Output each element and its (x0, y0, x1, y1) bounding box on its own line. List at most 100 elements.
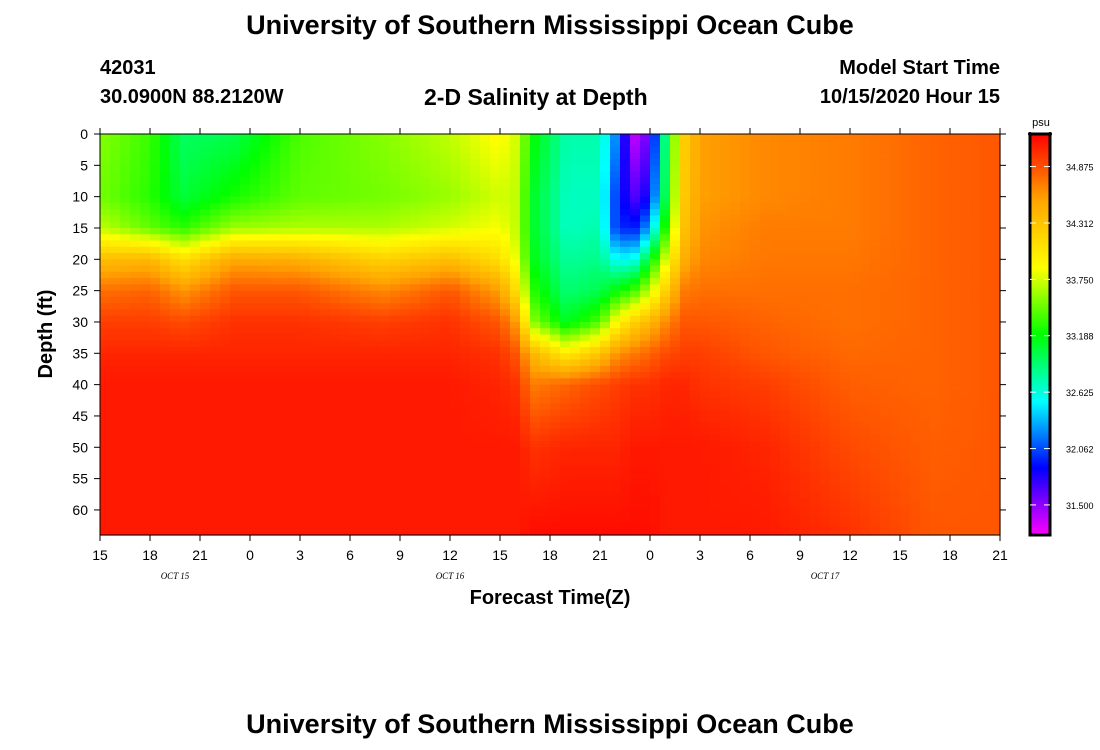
heatmap-cell (490, 290, 501, 298)
heatmap-cell (510, 422, 521, 430)
heatmap-cell (370, 484, 381, 492)
heatmap-cell (310, 365, 321, 373)
heatmap-cell (860, 528, 871, 536)
heatmap-cell (320, 372, 331, 379)
heatmap-cell (430, 384, 441, 392)
heatmap-cell (640, 503, 651, 511)
heatmap-cell (300, 384, 311, 392)
heatmap-cell (180, 278, 191, 285)
heatmap-cell (840, 215, 851, 223)
heatmap-cell (460, 516, 471, 524)
heatmap-cell (620, 177, 631, 185)
heatmap-cell (410, 372, 421, 379)
heatmap-cell (430, 340, 441, 348)
heatmap-cell (690, 347, 701, 354)
heatmap-cell (810, 491, 821, 499)
heatmap-cell (660, 196, 671, 204)
heatmap-cell (770, 296, 781, 304)
heatmap-cell (620, 259, 631, 267)
heatmap-cell (470, 171, 481, 179)
heatmap-cell (130, 390, 141, 398)
heatmap-cell (820, 290, 831, 298)
heatmap-cell (150, 177, 161, 185)
heatmap-cell (470, 472, 481, 480)
heatmap-cell (280, 190, 291, 198)
heatmap-cell (800, 466, 811, 473)
heatmap-cell (110, 171, 121, 179)
heatmap-cell (840, 227, 851, 235)
heatmap-cell (690, 253, 701, 260)
heatmap-cell (670, 491, 681, 499)
heatmap-cell (790, 215, 801, 223)
heatmap-cell (420, 253, 431, 260)
heatmap-cell (130, 353, 141, 361)
heatmap-cell (300, 453, 311, 461)
heatmap-cell (730, 171, 741, 179)
heatmap-cell (550, 171, 561, 179)
heatmap-cell (220, 246, 231, 254)
heatmap-cell (270, 190, 281, 198)
heatmap-cell (680, 340, 691, 348)
heatmap-cell (120, 365, 131, 373)
heatmap-cell (180, 497, 191, 505)
heatmap-cell (210, 359, 221, 367)
heatmap-cell (650, 253, 661, 260)
heatmap-cell (870, 497, 881, 505)
heatmap-cell (190, 422, 201, 430)
heatmap-cell (330, 184, 341, 191)
heatmap-cell (110, 390, 121, 398)
heatmap-cell (280, 159, 291, 166)
heatmap-cell (590, 315, 601, 323)
heatmap-cell (740, 478, 751, 486)
heatmap-cell (650, 259, 661, 267)
heatmap-cell (620, 221, 631, 229)
heatmap-cell (340, 347, 351, 354)
heatmap-cell (420, 215, 431, 223)
heatmap-cell (150, 365, 161, 373)
heatmap-cell (580, 484, 591, 492)
heatmap-cell (160, 202, 171, 210)
heatmap-cell (650, 146, 661, 154)
heatmap-cell (360, 528, 371, 536)
heatmap-cell (450, 246, 461, 254)
heatmap-cell (520, 516, 531, 524)
heatmap-cell (870, 202, 881, 210)
heatmap-cell (700, 466, 711, 473)
heatmap-cell (320, 259, 331, 267)
heatmap-cell (350, 453, 361, 461)
heatmap-cell (700, 503, 711, 511)
heatmap-cell (480, 146, 491, 154)
heatmap-cell (480, 403, 491, 411)
heatmap-cell (470, 453, 481, 461)
heatmap-cell (220, 253, 231, 260)
heatmap-cell (850, 309, 861, 317)
heatmap-cell (170, 240, 181, 248)
heatmap-cell (550, 347, 561, 354)
heatmap-cell (670, 278, 681, 285)
heatmap-cell (590, 340, 601, 348)
heatmap-cell (290, 447, 301, 455)
heatmap-cell (590, 221, 601, 229)
heatmap-cell (180, 353, 191, 361)
heatmap-cell (150, 227, 161, 235)
heatmap-cell (350, 303, 361, 311)
heatmap-cell (480, 284, 491, 292)
heatmap-cell (510, 271, 521, 279)
heatmap-cell (670, 309, 681, 317)
heatmap-cell (620, 334, 631, 342)
heatmap-cell (620, 196, 631, 204)
heatmap-cell (180, 334, 191, 342)
heatmap-cell (390, 347, 401, 354)
heatmap-cell (760, 209, 771, 217)
heatmap-cell (140, 321, 151, 329)
heatmap-cell (120, 134, 131, 141)
heatmap-cell (740, 190, 751, 198)
heatmap-cell (380, 459, 391, 467)
heatmap-cell (320, 134, 331, 141)
heatmap-cell (190, 390, 201, 398)
heatmap-cell (680, 359, 691, 367)
heatmap-cell (340, 503, 351, 511)
heatmap-cell (390, 478, 401, 486)
heatmap-cell (560, 309, 571, 317)
heatmap-cell (160, 353, 171, 361)
